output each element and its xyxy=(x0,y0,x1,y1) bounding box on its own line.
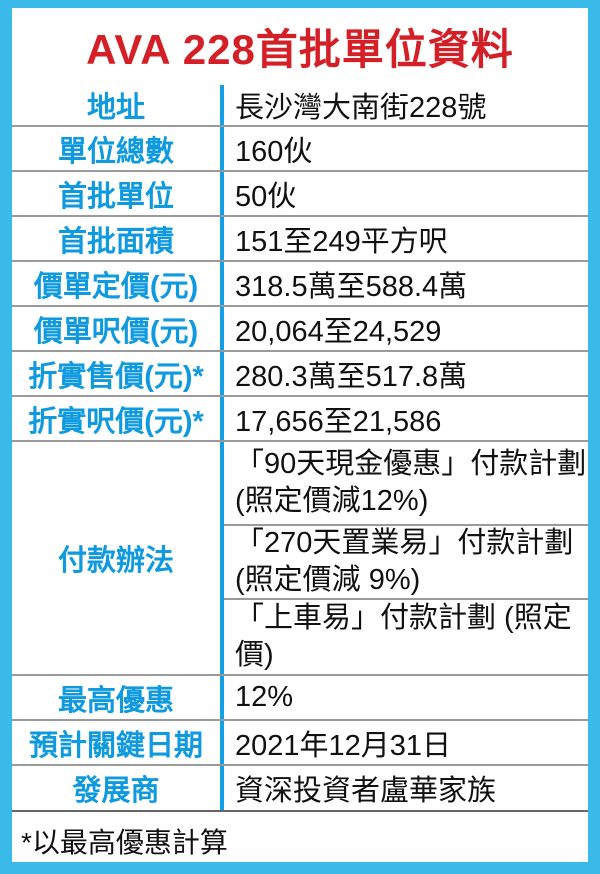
row-value: 資深投資者盧華家族 xyxy=(220,766,588,810)
payment-plans: 「90天現金優惠」付款計劃 (照定價減12%) 「270天置業易」付款計劃 (照… xyxy=(220,442,588,674)
row-label: 首批單位 xyxy=(57,180,174,213)
row-label: 預計關鍵日期 xyxy=(28,729,203,762)
payment-plan-1: 「90天現金優惠」付款計劃 (照定價減12%) xyxy=(224,442,588,526)
row-label: 地址 xyxy=(86,92,145,124)
row-value: 12% xyxy=(220,676,588,719)
payment-plan-3: 「上車易」付款計劃 (照定價) xyxy=(224,600,588,674)
row-value: 151至249平方呎 xyxy=(220,217,588,260)
row-value: 17,656至21,586 xyxy=(220,397,588,440)
row-label: 最高優惠 xyxy=(57,684,174,717)
table-row-developer: 發展商 資深投資者盧華家族 xyxy=(12,766,588,812)
row-label: 價單呎價(元) xyxy=(33,315,199,348)
table-row-discounted-price-per-sqft: 折實呎價(元)* 17,656至21,586 xyxy=(12,397,588,442)
page-title: AVA 228首批單位資料 xyxy=(86,26,514,73)
row-value: 20,064至24,529 xyxy=(220,307,588,350)
plan-line-2: (照定價減12%) xyxy=(235,485,429,517)
plan-line-1: 「90天現金優惠」付款計劃 xyxy=(235,447,587,480)
table-row-first-batch-units: 首批單位 50伙 xyxy=(12,172,588,217)
table-row-first-batch-area: 首批面積 151至249平方呎 xyxy=(12,217,588,262)
table-row-address: 地址 長沙灣大南街228號 xyxy=(12,85,588,127)
row-value: 2021年12月31日 xyxy=(220,721,588,764)
table-row-list-price-per-sqft: 價單呎價(元) 20,064至24,529 xyxy=(12,307,588,352)
payment-plan-2: 「270天置業易」付款計劃 (照定價減 9%) xyxy=(224,526,588,600)
row-label: 價單定價(元) xyxy=(33,270,199,303)
table-row-total-units: 單位總數 160伙 xyxy=(12,127,588,172)
table-row-max-discount: 最高優惠 12% xyxy=(12,676,588,721)
plan-line-2: (照定價減 9%) xyxy=(235,564,421,596)
payment-label: 付款辦法 xyxy=(57,545,174,577)
row-label: 單位總數 xyxy=(57,135,174,168)
footnote: *以最高優惠計算 xyxy=(21,827,228,858)
plan-line-1: 「270天置業易」付款計劃 xyxy=(235,526,574,559)
plan-line-1: 「上車易」付款計劃 (照定價) xyxy=(235,601,572,671)
row-value: 長沙灣大南街228號 xyxy=(220,85,588,125)
table-row-list-price: 價單定價(元) 318.5萬至588.4萬 xyxy=(12,262,588,307)
row-label: 發展商 xyxy=(72,775,160,807)
row-label: 首批面積 xyxy=(57,225,174,258)
row-value: 318.5萬至588.4萬 xyxy=(220,262,588,305)
row-label: 折實售價(元)* xyxy=(28,360,204,393)
row-value: 280.3萬至517.8萬 xyxy=(220,352,588,395)
row-label: 折實呎價(元)* xyxy=(28,405,204,438)
table-row-key-date: 預計關鍵日期 2021年12月31日 xyxy=(12,721,588,766)
info-table: AVA 228首批單位資料 地址 長沙灣大南街228號 單位總數 160伙 首批… xyxy=(12,8,588,862)
table-row-payment-methods: 付款辦法 「90天現金優惠」付款計劃 (照定價減12%) 「270天置業易」付款… xyxy=(12,442,588,676)
table-row-discounted-price: 折實售價(元)* 280.3萬至517.8萬 xyxy=(12,352,588,397)
row-value: 160伙 xyxy=(220,127,588,170)
row-value: 50伙 xyxy=(220,172,588,215)
